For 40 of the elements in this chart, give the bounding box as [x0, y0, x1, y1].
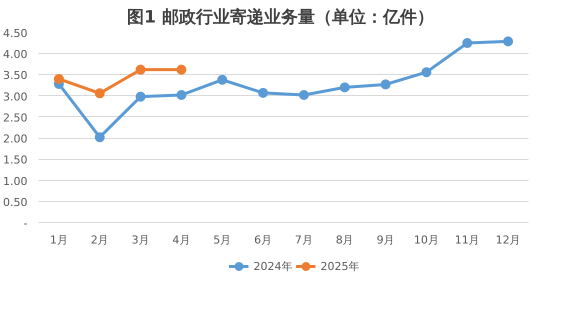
x-tick-label: 9月: [376, 234, 395, 246]
x-tick-label: 7月: [294, 234, 313, 246]
point: [298, 90, 309, 100]
point: [176, 90, 186, 100]
x-tick-label: 1月: [50, 234, 68, 246]
y-tick-label: 2.00: [3, 132, 28, 146]
legend-label: 2025年: [320, 258, 360, 274]
x-tick-label: 3月: [132, 234, 150, 246]
x-tick-label: 11月: [454, 234, 480, 246]
y-tick-label: 2.50: [3, 111, 28, 124]
y-tick-label: 3.50: [3, 69, 28, 82]
y-tick-label: 4.00: [3, 48, 28, 62]
legend-label: 2024年: [254, 258, 292, 274]
y-tick-label: -: [24, 217, 28, 230]
y-tick-label: 0.50: [3, 196, 28, 209]
y-tick-label: 3.00: [3, 90, 28, 104]
y-tick-label: 4.50: [3, 27, 28, 40]
x-tick-label: 10月: [414, 234, 439, 246]
point: [94, 88, 105, 98]
point: [94, 132, 105, 142]
y-tick-label: 1.50: [3, 154, 28, 167]
point: [217, 74, 228, 85]
point: [176, 64, 186, 75]
point: [136, 64, 146, 75]
x-tick-label: 8月: [336, 234, 354, 246]
point: [340, 82, 350, 92]
point: [421, 67, 432, 78]
point: [258, 88, 268, 98]
point: [503, 36, 514, 46]
point: [380, 79, 391, 90]
y-tick-label: 1.00: [3, 174, 28, 188]
x-tick-label: 2月: [90, 234, 109, 246]
point: [54, 74, 64, 84]
x-tick-label: 12月: [496, 234, 521, 246]
point: [136, 92, 146, 102]
x-tick-label: 6月: [254, 234, 272, 246]
chart-title: 图1 邮政行业寄递业务量（单位：亿件）: [127, 8, 434, 28]
x-tick-label: 4月: [172, 234, 190, 246]
point: [462, 38, 472, 48]
x-tick-label: 5月: [213, 234, 232, 246]
